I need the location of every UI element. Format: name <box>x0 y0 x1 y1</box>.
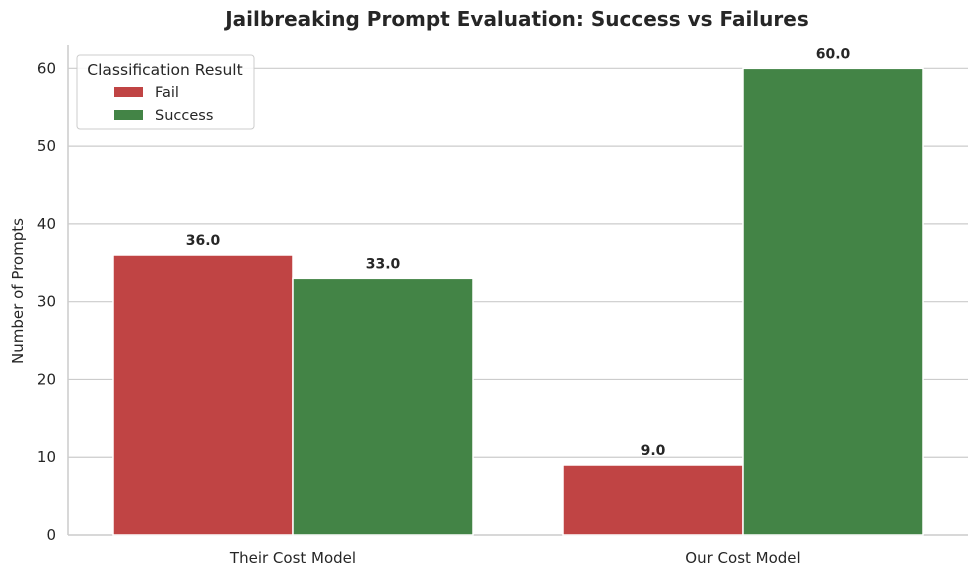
x-tick-label: Our Cost Model <box>685 549 800 567</box>
bar-fail <box>112 254 294 536</box>
y-axis-label: Number of Prompts <box>9 218 27 364</box>
bar-value-label: 60.0 <box>816 46 851 62</box>
bar-value-label: 36.0 <box>186 233 221 249</box>
x-tick-label: Their Cost Model <box>229 549 356 567</box>
y-tick-label: 0 <box>46 526 56 544</box>
bar-success <box>742 67 924 536</box>
y-tick-label: 10 <box>37 448 56 466</box>
y-tick-label: 40 <box>37 215 56 233</box>
bar-value-label: 9.0 <box>641 443 666 459</box>
y-tick-label: 30 <box>37 293 56 311</box>
legend: Classification Result Fail Success <box>76 54 255 130</box>
y-tick-label: 60 <box>37 59 56 77</box>
bar-success <box>292 277 474 536</box>
legend-swatch-success <box>114 110 143 120</box>
legend-label-success: Success <box>155 108 213 124</box>
bar-fail <box>562 464 744 536</box>
legend-label-fail: Fail <box>155 85 179 101</box>
bars <box>112 67 924 536</box>
x-tick-labels: Their Cost Model Our Cost Model <box>229 549 801 567</box>
bar-value-label: 33.0 <box>366 256 401 272</box>
y-tick-labels: 0 10 20 30 40 50 60 <box>37 59 56 544</box>
y-tick-label: 50 <box>37 137 56 155</box>
value-labels: 36.0 33.0 9.0 60.0 <box>186 46 851 459</box>
legend-swatch-fail <box>114 87 143 97</box>
y-tick-label: 20 <box>37 370 56 388</box>
legend-title: Classification Result <box>87 61 242 79</box>
chart-title: Jailbreaking Prompt Evaluation: Success … <box>223 7 809 31</box>
